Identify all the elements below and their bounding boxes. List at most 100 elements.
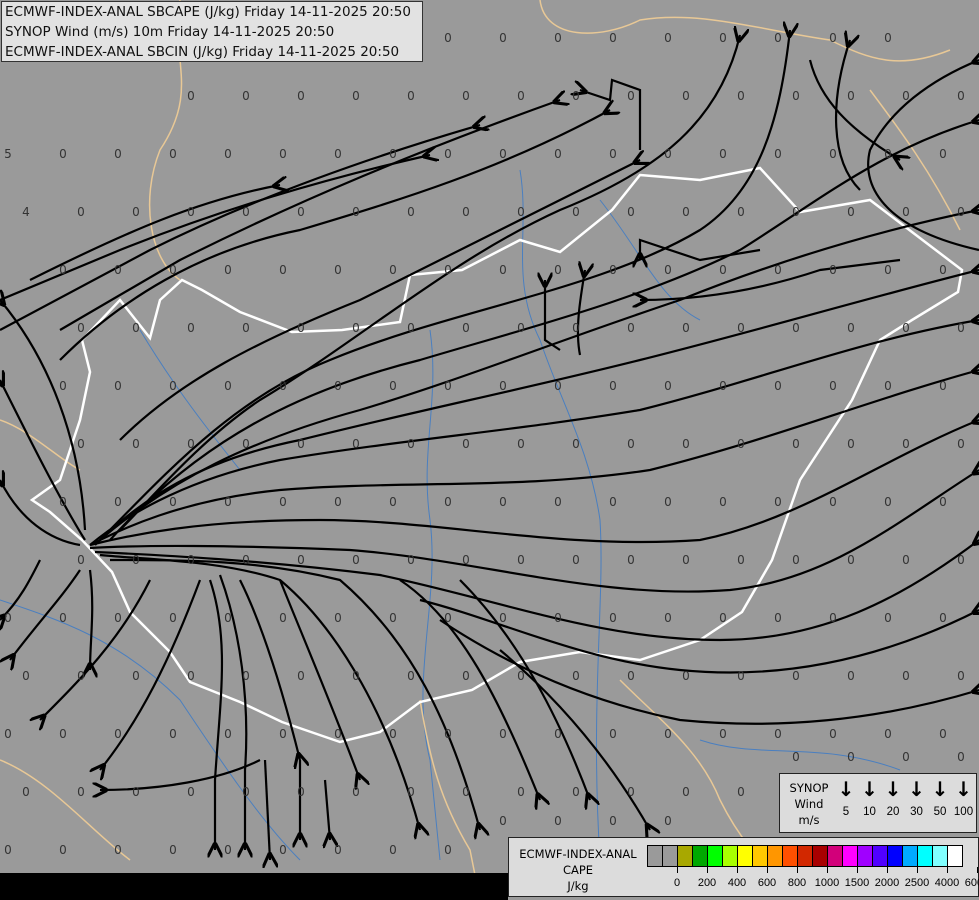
wind-speed-label: 5 [842,806,850,818]
cin-value: 0 [59,379,67,393]
cape-tick-label: 800 [787,877,807,889]
cin-value: 0 [389,611,397,625]
cin-value: 0 [187,321,195,335]
cape-color-swatch [918,846,933,866]
cin-value: 0 [719,495,727,509]
cape-color-swatch [858,846,873,866]
wind-arrow-down-icon: ↓ [861,777,878,801]
cape-label-line: J/kg [567,879,589,893]
cape-tick-label: 4000 [934,877,960,889]
cin-value: 4 [22,205,30,219]
cin-value: 0 [242,437,250,451]
cape-color-swatch [798,846,813,866]
cape-color-swatch [903,846,918,866]
cin-value: 0 [407,785,415,799]
cin-value: 0 [902,750,910,764]
cin-value: 0 [444,727,452,741]
cape-color-swatch [753,846,768,866]
cin-value: 0 [334,379,342,393]
cin-value: 0 [847,89,855,103]
cin-value: 0 [114,843,122,857]
synop-legend-item: ↓ 10 [859,778,881,818]
cin-value: 0 [462,205,470,219]
cin-value: 0 [884,147,892,161]
wind-streamlines [0,30,979,860]
cape-color-swatch [933,846,948,866]
cin-value: 0 [554,611,562,625]
cin-value: 0 [572,437,580,451]
cin-value: 0 [114,727,122,741]
cin-value: 0 [774,147,782,161]
cin-value: 0 [664,31,672,45]
cin-value: 0 [792,669,800,683]
cin-value: 0 [297,321,305,335]
cape-tick-label: 400 [727,877,747,889]
cin-value: 0 [884,495,892,509]
cin-value: 0 [737,669,745,683]
cin-value: 0 [132,437,140,451]
cape-color-swatch [708,846,723,866]
cin-value: 0 [517,785,525,799]
cin-value: 0 [407,553,415,567]
cape-tick-mark [917,867,918,873]
cape-color-legend: ECMWF-INDEX-ANAL CAPE J/kg 0 200 400 600 800… [508,837,979,897]
cin-value: 0 [829,379,837,393]
cin-value: 0 [224,843,232,857]
cin-value: 0 [59,611,67,625]
cin-value: 0 [829,147,837,161]
cin-value: 0 [297,89,305,103]
cin-value: 0 [297,553,305,567]
cin-value: 0 [737,205,745,219]
cape-color-swatch [948,846,962,866]
cin-value: 0 [774,611,782,625]
cin-value: 0 [59,843,67,857]
cin-value: 0 [334,727,342,741]
cin-value: 0 [77,669,85,683]
cin-value: 0 [389,379,397,393]
cin-value: 0 [664,147,672,161]
cin-value: 0 [609,814,617,828]
cin-value: 0 [664,379,672,393]
cin-value: 0 [352,89,360,103]
cin-value: 0 [939,379,947,393]
cape-color-swatch [813,846,828,866]
cin-value: 0 [499,379,507,393]
cin-value: 0 [957,669,965,683]
cin-value: 0 [774,31,782,45]
cin-value: 0 [957,89,965,103]
cin-value: 0 [242,205,250,219]
cin-value: 0 [352,321,360,335]
cape-tick-label: 600 [757,877,777,889]
cin-value: 0 [242,89,250,103]
cin-value: 0 [572,785,580,799]
cin-value: 0 [279,263,287,277]
cape-colorbar [647,845,963,867]
cin-value: 0 [627,785,635,799]
cin-value: 0 [169,379,177,393]
cin-value: 0 [334,263,342,277]
synop-legend-item: ↓ 20 [882,778,904,818]
cin-value: 0 [609,31,617,45]
cin-value: 0 [572,205,580,219]
cin-value: 0 [572,669,580,683]
cin-value: 0 [59,727,67,741]
cin-value: 0 [664,263,672,277]
cin-value: 0 [957,205,965,219]
cin-value: 0 [664,727,672,741]
cin-value: 0 [664,611,672,625]
cape-color-swatch [888,846,903,866]
cin-value: 0 [59,263,67,277]
synop-label-line: SYNOP [789,781,829,795]
cin-value: 0 [114,611,122,625]
cin-value: 0 [829,727,837,741]
cin-value: 0 [407,437,415,451]
cin-value: 0 [554,379,562,393]
cin-value: 0 [279,495,287,509]
cape-tick-mark [947,867,948,873]
cin-value: 0 [169,843,177,857]
cin-value: 0 [462,553,470,567]
cin-value: 0 [902,89,910,103]
cin-value: 0 [297,205,305,219]
